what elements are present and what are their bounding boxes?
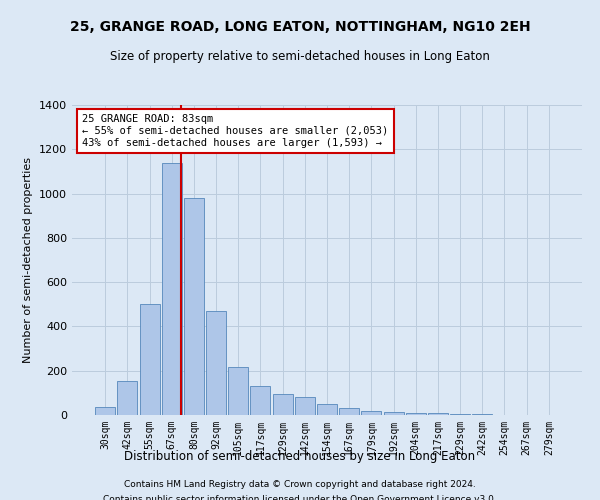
Bar [95,407,115,415]
Bar [472,414,492,415]
Bar [250,386,271,415]
Bar [162,162,182,415]
Text: Size of property relative to semi-detached houses in Long Eaton: Size of property relative to semi-detach… [110,50,490,63]
Text: 25, GRANGE ROAD, LONG EATON, NOTTINGHAM, NG10 2EH: 25, GRANGE ROAD, LONG EATON, NOTTINGHAM,… [70,20,530,34]
Bar [317,404,337,415]
Bar [295,398,315,415]
Bar [206,311,226,415]
Bar [450,414,470,415]
Bar [428,414,448,415]
Bar [406,413,426,415]
Text: Distribution of semi-detached houses by size in Long Eaton: Distribution of semi-detached houses by … [124,450,476,463]
Bar [118,380,137,415]
Bar [339,408,359,415]
Text: Contains HM Land Registry data © Crown copyright and database right 2024.: Contains HM Land Registry data © Crown c… [124,480,476,489]
Bar [228,368,248,415]
Bar [383,412,404,415]
Y-axis label: Number of semi-detached properties: Number of semi-detached properties [23,157,34,363]
Text: 25 GRANGE ROAD: 83sqm
← 55% of semi-detached houses are smaller (2,053)
43% of s: 25 GRANGE ROAD: 83sqm ← 55% of semi-deta… [82,114,388,148]
Bar [184,198,204,415]
Bar [361,410,382,415]
Bar [140,304,160,415]
Text: Contains public sector information licensed under the Open Government Licence v3: Contains public sector information licen… [103,495,497,500]
Bar [272,394,293,415]
